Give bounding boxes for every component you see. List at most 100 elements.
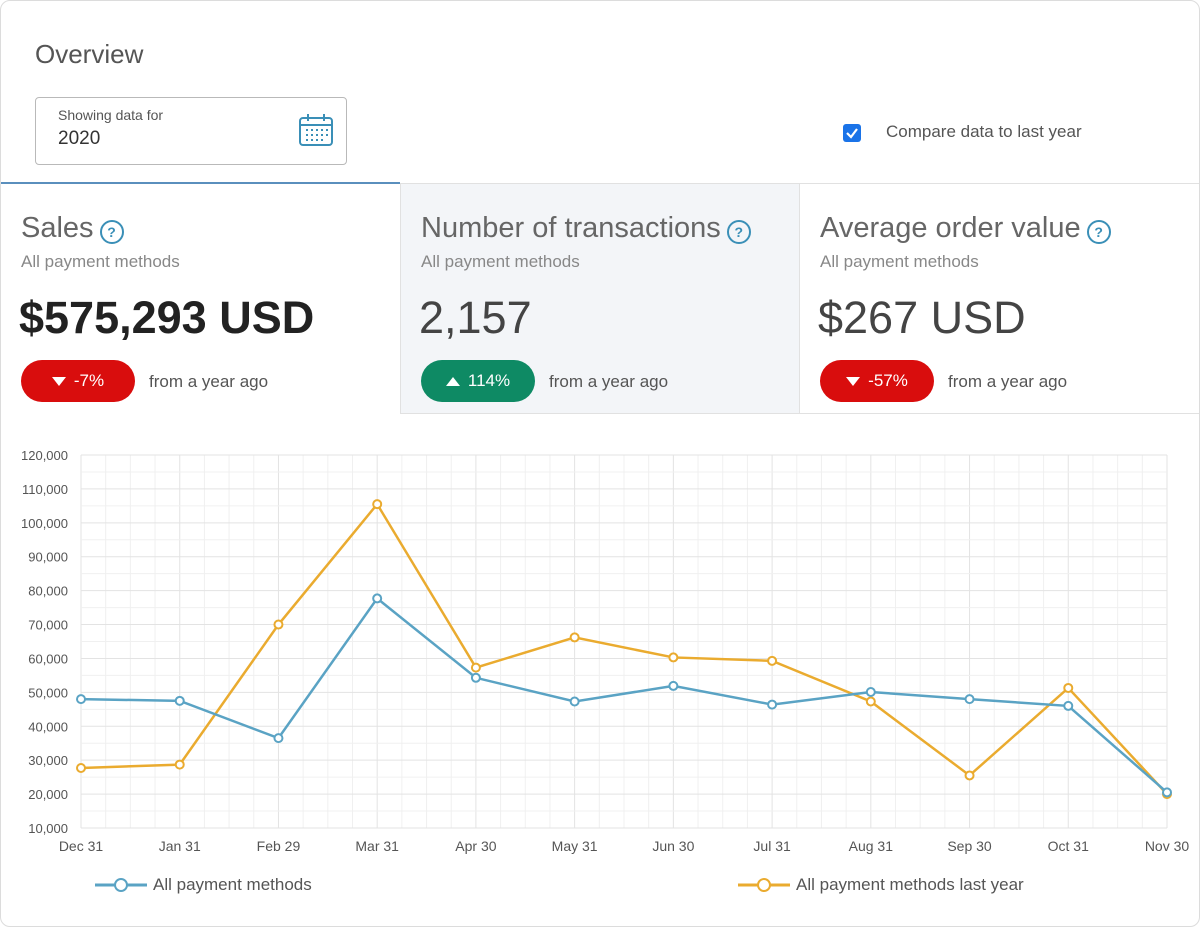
data-point[interactable] (668, 652, 679, 663)
metric-value: 2,157 (419, 292, 532, 343)
x-tick-label: Apr 30 (455, 838, 496, 854)
metric-value: $267 USD (818, 292, 1026, 343)
x-tick-label: Nov 30 (1145, 838, 1190, 854)
chart-grid (80, 454, 1168, 829)
legend-label: All payment methods last year (796, 875, 1024, 894)
change-text: from a year ago (549, 372, 669, 391)
data-point[interactable] (470, 662, 481, 673)
data-point[interactable] (470, 672, 481, 683)
x-tick-label: Sep 30 (947, 838, 992, 854)
y-tick-label: 40,000 (28, 719, 68, 734)
help-icon[interactable]: ? (726, 219, 751, 244)
x-tick-label: Oct 31 (1048, 838, 1089, 854)
metric-title: Average order value ? (820, 212, 1111, 245)
data-point[interactable] (273, 619, 284, 630)
help-icon[interactable]: ? (1086, 219, 1111, 244)
data-point[interactable] (76, 694, 86, 705)
data-point[interactable] (668, 680, 679, 691)
chart-axes: 120,000 110,000 100,000 90,000 80,000 70,000 6… (21, 448, 1189, 854)
calendar-icon[interactable] (298, 113, 334, 147)
metric-title: Number of transactions ? (421, 212, 751, 245)
compare-label[interactable]: Compare data to last year (886, 122, 1082, 141)
metric-title-text: Average order value (820, 212, 1081, 244)
metric-card-average-order[interactable]: Average order value ? All payment method… (800, 184, 1199, 414)
y-tick-label: 50,000 (28, 685, 68, 700)
change-badge: 114% (421, 360, 535, 402)
data-point[interactable] (1162, 787, 1172, 798)
x-tick-label: Jun 30 (652, 838, 694, 854)
metric-title-text: Sales (21, 212, 94, 244)
change-value: 114% (467, 371, 511, 390)
data-point[interactable] (767, 655, 778, 666)
date-picker[interactable]: Showing data for 2020 (35, 97, 347, 165)
x-tick-label: Dec 31 (59, 838, 104, 854)
x-tick-label: May 31 (552, 838, 598, 854)
data-point[interactable] (174, 695, 185, 706)
chart-series (76, 499, 1172, 800)
y-tick-label: 10,000 (28, 821, 68, 836)
legend-item-last-year[interactable]: All payment methods last year (738, 875, 1024, 895)
data-point[interactable] (865, 687, 876, 698)
y-tick-label: 20,000 (28, 787, 68, 802)
x-tick-label: Feb 29 (257, 838, 301, 854)
series-line (80, 502, 1168, 795)
line-chart: 120,000 110,000 100,000 90,000 80,000 70,000 6… (21, 448, 1189, 854)
data-point[interactable] (1063, 700, 1074, 711)
date-picker-value: 2020 (58, 128, 101, 149)
x-tick-label: Aug 31 (849, 838, 894, 854)
data-point[interactable] (964, 770, 975, 781)
y-tick-label: 90,000 (28, 550, 68, 565)
metric-subtitle: All payment methods (820, 252, 979, 271)
active-tab-indicator (1, 182, 400, 184)
y-tick-label: 60,000 (28, 651, 68, 666)
change-value: -57% (868, 371, 908, 390)
metric-title: Sales ? (21, 212, 124, 245)
legend-line-icon (95, 878, 147, 892)
series-line (80, 596, 1168, 794)
metric-card-sales[interactable]: Sales ? All payment methods $575,293 USD… (1, 184, 400, 414)
change-badge: -7% (21, 360, 135, 402)
change-badge: -57% (820, 360, 934, 402)
x-tick-label: Jul 31 (753, 838, 791, 854)
data-point[interactable] (76, 762, 86, 773)
y-tick-label: 30,000 (28, 753, 68, 768)
help-icon[interactable]: ? (99, 219, 124, 244)
triangle-down-icon (51, 376, 66, 386)
y-tick-label: 110,000 (22, 482, 68, 497)
metric-value: $575,293 USD (19, 292, 315, 343)
data-point[interactable] (1063, 682, 1074, 693)
data-point[interactable] (569, 696, 580, 707)
data-point[interactable] (767, 699, 778, 710)
data-point[interactable] (273, 733, 284, 744)
change-text: from a year ago (948, 372, 1068, 391)
data-point[interactable] (964, 694, 975, 705)
x-tick-label: Jan 31 (159, 838, 201, 854)
data-point[interactable] (569, 632, 580, 643)
metric-subtitle: All payment methods (421, 252, 580, 271)
y-tick-label: 100,000 (21, 516, 68, 531)
tabs-divider (1, 183, 1199, 184)
date-picker-label: Showing data for (58, 107, 164, 123)
change-text: from a year ago (149, 372, 269, 391)
metric-subtitle: All payment methods (21, 252, 180, 271)
y-tick-label: 70,000 (28, 618, 68, 633)
x-tick-label: Mar 31 (355, 838, 399, 854)
compare-checkbox[interactable] (843, 124, 861, 142)
data-point[interactable] (372, 499, 383, 510)
y-tick-label: 80,000 (28, 584, 68, 599)
triangle-down-icon (846, 376, 861, 386)
data-point[interactable] (372, 593, 383, 604)
legend-item-current[interactable]: All payment methods (95, 875, 312, 895)
data-point[interactable] (174, 759, 185, 770)
page-title: Overview (35, 39, 144, 69)
legend-line-icon (738, 878, 790, 892)
metric-title-text: Number of transactions (421, 212, 721, 244)
sales-chart: 120,000 110,000 100,000 90,000 80,000 70,000 6… (1, 415, 1199, 926)
checkmark-icon (846, 128, 858, 139)
triangle-up-icon (445, 376, 460, 386)
data-point[interactable] (865, 696, 876, 707)
y-tick-label: 120,000 (21, 448, 68, 463)
change-value: -7% (73, 371, 105, 390)
metric-card-transactions[interactable]: Number of transactions ? All payment met… (400, 184, 800, 414)
